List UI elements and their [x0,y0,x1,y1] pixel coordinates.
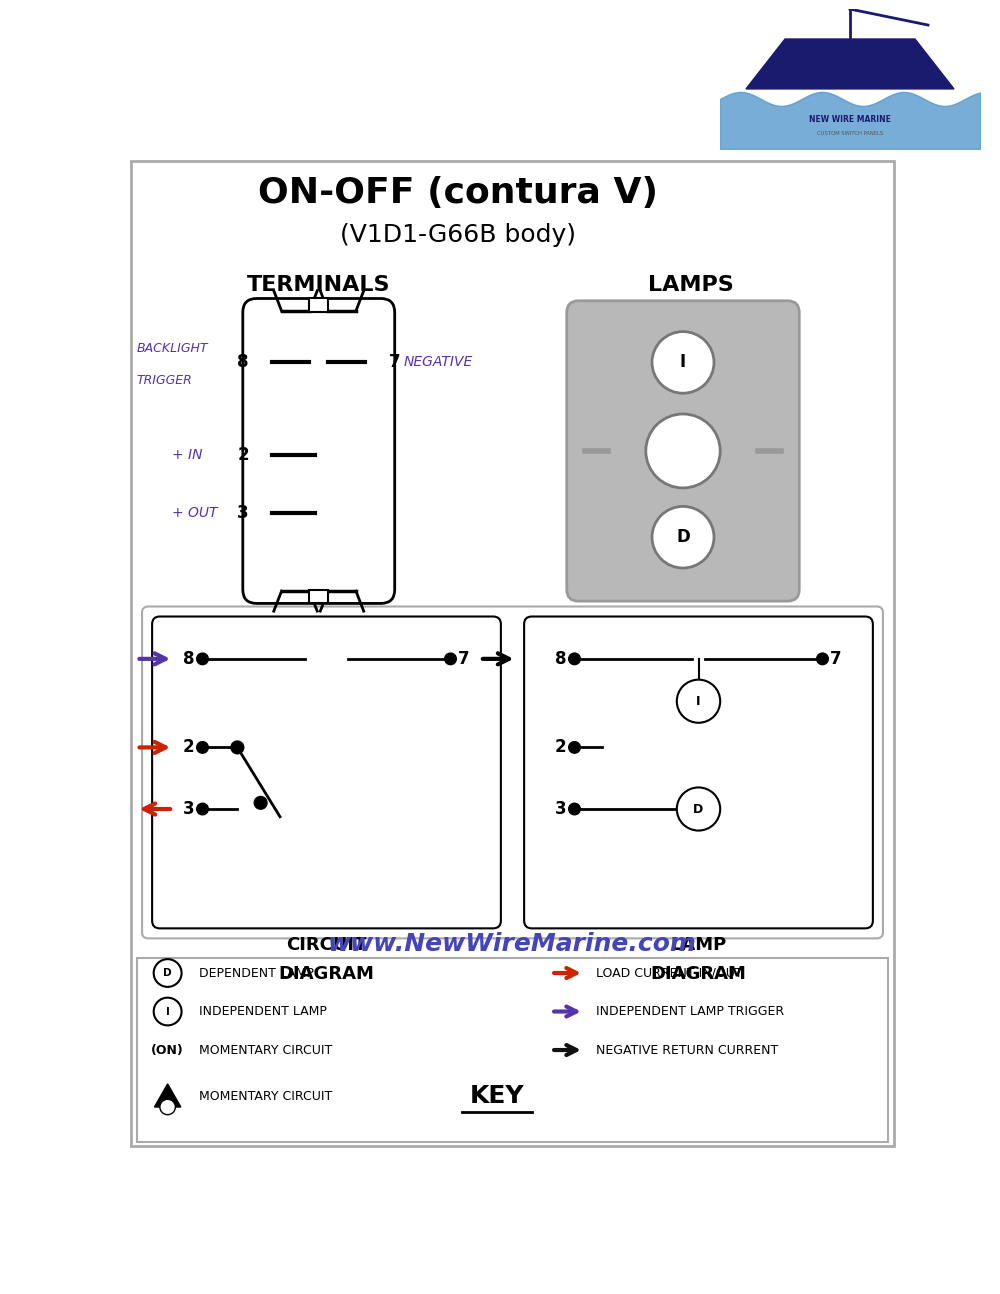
Text: D: D [693,802,704,815]
Polygon shape [746,39,954,89]
FancyBboxPatch shape [309,299,328,312]
Text: 8: 8 [183,650,195,668]
Circle shape [569,804,580,815]
Text: NEW WIRE MARINE: NEW WIRE MARINE [809,115,891,124]
Text: INDEPENDENT LAMP TRIGGER: INDEPENDENT LAMP TRIGGER [596,1005,784,1018]
Text: I: I [166,1007,170,1017]
Text: DIAGRAM: DIAGRAM [651,965,746,983]
Text: KEY: KEY [470,1084,524,1108]
Text: (V1D1-G66B body): (V1D1-G66B body) [340,224,576,247]
Text: INDEPENDENT LAMP: INDEPENDENT LAMP [191,1005,327,1018]
Text: TRIGGER: TRIGGER [137,374,192,387]
Circle shape [677,679,720,723]
Text: 2: 2 [183,739,195,757]
Text: DIAGRAM: DIAGRAM [279,965,374,983]
Circle shape [154,998,182,1025]
Circle shape [677,788,720,831]
FancyBboxPatch shape [309,590,328,603]
Text: LAMP: LAMP [670,936,727,954]
Text: LAMPS: LAMPS [648,276,734,295]
Text: NEGATIVE RETURN CURRENT: NEGATIVE RETURN CURRENT [596,1043,778,1056]
Text: 2: 2 [555,739,567,757]
FancyBboxPatch shape [152,616,501,928]
Circle shape [569,741,580,753]
Text: 3: 3 [183,800,195,818]
Circle shape [231,741,244,754]
Text: www.NewWireMarine.com: www.NewWireMarine.com [328,932,697,956]
Text: CIRCUIT: CIRCUIT [286,936,367,954]
Text: 8: 8 [555,650,567,668]
Text: BACKLIGHT: BACKLIGHT [137,342,208,355]
Text: ON-OFF (contura V): ON-OFF (contura V) [258,176,658,210]
Circle shape [652,506,714,568]
FancyBboxPatch shape [142,607,883,938]
Text: I: I [696,695,701,708]
Text: NEGATIVE: NEGATIVE [404,356,473,369]
Text: D: D [676,528,690,546]
Text: MOMENTARY CIRCUIT: MOMENTARY CIRCUIT [191,1090,332,1102]
Text: MOMENTARY CIRCUIT: MOMENTARY CIRCUIT [191,1043,332,1056]
Text: 7: 7 [830,650,842,668]
FancyBboxPatch shape [567,300,799,602]
Text: D: D [163,968,172,978]
Circle shape [445,653,456,665]
Text: LOAD CURRENT IN/OUT: LOAD CURRENT IN/OUT [596,967,743,980]
Text: + IN: + IN [172,448,202,462]
Circle shape [569,653,580,665]
Circle shape [254,797,267,809]
Text: + OUT: + OUT [172,506,217,520]
Circle shape [197,653,208,665]
Text: 2: 2 [237,446,249,463]
Text: TERMINALS: TERMINALS [247,276,390,295]
Text: 3: 3 [237,503,249,521]
Text: 8: 8 [238,353,249,371]
FancyBboxPatch shape [243,299,395,603]
Circle shape [160,1100,175,1114]
Text: CUSTOM SWITCH PANELS: CUSTOM SWITCH PANELS [817,131,883,136]
Text: 7: 7 [458,650,470,668]
Text: (ON): (ON) [151,1043,184,1056]
Text: DEPENDENT LAMP: DEPENDENT LAMP [191,967,314,980]
FancyBboxPatch shape [137,958,888,1143]
Text: I: I [680,353,686,371]
FancyBboxPatch shape [524,616,873,928]
Circle shape [646,414,720,488]
Circle shape [197,741,208,753]
Circle shape [197,804,208,815]
Polygon shape [154,1084,181,1106]
Circle shape [154,959,182,987]
Text: 7: 7 [388,353,400,371]
Circle shape [652,331,714,393]
Circle shape [817,653,828,665]
Text: 3: 3 [555,800,567,818]
